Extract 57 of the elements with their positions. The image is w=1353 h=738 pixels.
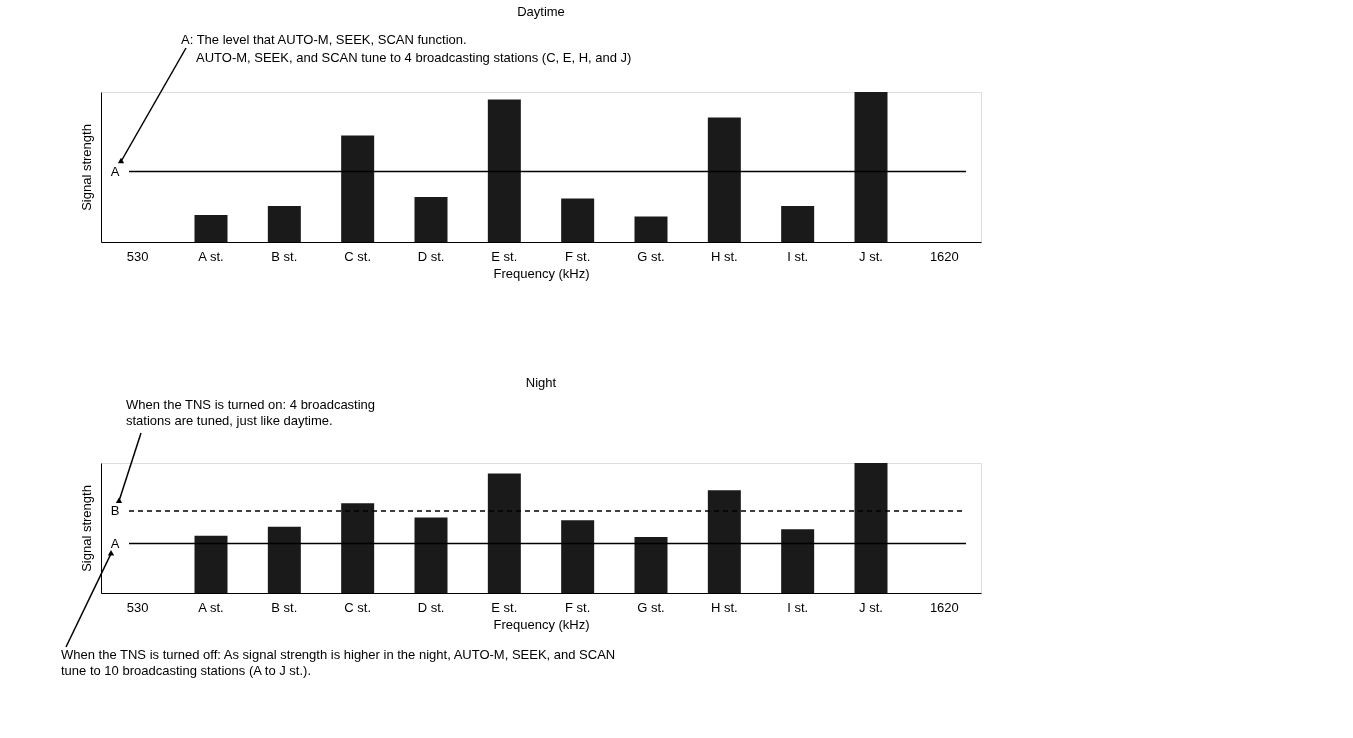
bar — [341, 503, 375, 593]
bar — [341, 135, 375, 242]
ref-line-label: A — [110, 163, 120, 179]
bar — [487, 99, 521, 242]
bar — [781, 206, 815, 242]
x-tick-label: 1620 — [929, 599, 959, 615]
y-axis-title: Signal strength — [78, 124, 94, 211]
x-tick-label: G st. — [637, 599, 665, 615]
x-tick-label: J st. — [859, 599, 883, 615]
x-tick-label: 530 — [126, 248, 149, 264]
x-tick-label: I st. — [787, 599, 809, 615]
x-tick-label: A st. — [198, 599, 224, 615]
x-tick-label: I st. — [787, 248, 809, 264]
x-tick-label: F st. — [565, 248, 591, 264]
text: AUTO-M, SEEK, and SCAN tune to 4 broadcasting stations (C, E, H, and J) — [196, 50, 632, 65]
bar — [781, 529, 815, 593]
x-tick-label: 1620 — [929, 248, 959, 264]
text: When the TNS is turned off: As signal strength is higher in the night, AUTO-M, SEEK, and SCAN tune to 10 broadcasting stations (A to J st.). — [61, 647, 616, 678]
bar — [267, 526, 301, 593]
bar — [854, 463, 888, 593]
bar — [634, 216, 668, 242]
x-tick-label: 530 — [126, 599, 149, 615]
x-tick-label: C st. — [344, 248, 372, 264]
ref-line-label: A — [110, 535, 120, 551]
y-axis-title: Signal strength — [78, 485, 94, 572]
bar — [194, 215, 228, 242]
x-tick-label: H st. — [710, 599, 738, 615]
x-axis-title: Frequency (kHz) — [493, 265, 590, 281]
x-axis-title: Frequency (kHz) — [493, 616, 590, 632]
bar — [414, 517, 448, 593]
x-tick-label: H st. — [710, 248, 738, 264]
bar — [267, 206, 301, 242]
bar — [707, 117, 741, 242]
x-tick-label: C st. — [344, 599, 372, 615]
bar — [561, 198, 595, 242]
x-tick-label: B st. — [271, 599, 298, 615]
x-tick-label: J st. — [859, 248, 883, 264]
x-tick-label: D st. — [417, 248, 445, 264]
chart-title: Night — [525, 375, 557, 390]
ref-line-label: B — [110, 503, 120, 519]
bar — [194, 535, 228, 593]
bar — [414, 197, 448, 242]
bar — [854, 92, 888, 242]
chart-title: Daytime — [517, 4, 565, 19]
bar — [707, 490, 741, 593]
x-tick-label: E st. — [491, 248, 518, 264]
x-tick-label: B st. — [271, 248, 298, 264]
x-tick-label: F st. — [565, 599, 591, 615]
x-tick-label: E st. — [491, 599, 518, 615]
x-tick-label: G st. — [637, 248, 665, 264]
bar — [561, 520, 595, 593]
text: A: The level that AUTO-M, SEEK, SCAN function. — [181, 32, 467, 47]
x-tick-label: D st. — [417, 599, 445, 615]
text: When the TNS is turned on: 4 broadcasting stations are tuned, just like daytime. — [126, 397, 376, 428]
x-tick-label: A st. — [198, 248, 224, 264]
bar — [487, 473, 521, 593]
bar — [634, 537, 668, 593]
